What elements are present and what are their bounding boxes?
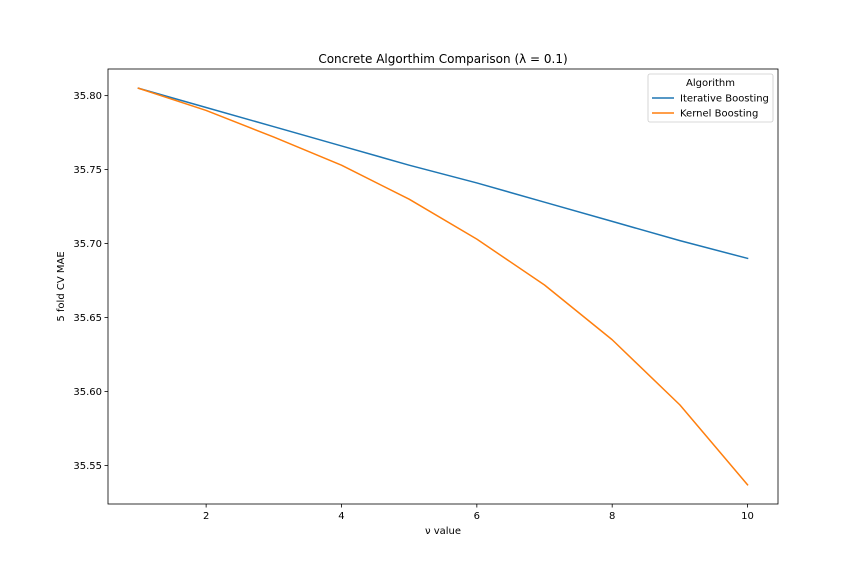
legend-label-1: Iterative Boosting [680, 94, 769, 105]
y-tick-label: 35.60 [73, 387, 102, 398]
x-tick-label: 10 [741, 511, 754, 522]
x-axis: 2 4 6 8 10 [203, 504, 754, 522]
plot-lines [137, 87, 749, 486]
x-tick-label: 2 [203, 511, 209, 522]
y-tick-label: 35.70 [73, 239, 102, 250]
legend-box [647, 73, 774, 123]
series-line-2 [137, 87, 749, 486]
legend-label-2: Kernel Boosting [680, 109, 758, 120]
y-tick-label: 35.75 [73, 165, 102, 176]
x-tick-label: 6 [474, 511, 480, 522]
plot-frame [107, 68, 779, 505]
legend: Algorithm Iterative Boosting Kernel Boost… [647, 73, 774, 123]
y-tick-label: 35.65 [73, 313, 102, 324]
chart-title: Concrete Algorthim Comparison (λ = 0.1) [318, 52, 567, 66]
x-axis-label: ν value [425, 526, 461, 537]
series-line-1 [137, 87, 749, 260]
y-tick-label: 35.80 [73, 91, 102, 102]
y-axis: 35.55 35.60 35.65 35.70 35.75 35.80 [73, 91, 108, 472]
x-tick-label: 8 [609, 511, 615, 522]
legend-items: Iterative Boosting Kernel Boosting [652, 94, 769, 120]
y-tick-label: 35.55 [73, 461, 102, 472]
x-tick-label: 4 [338, 511, 344, 522]
y-axis-label: 5 fold CV MAE [56, 251, 67, 321]
legend-title: Algorithm [686, 78, 735, 89]
